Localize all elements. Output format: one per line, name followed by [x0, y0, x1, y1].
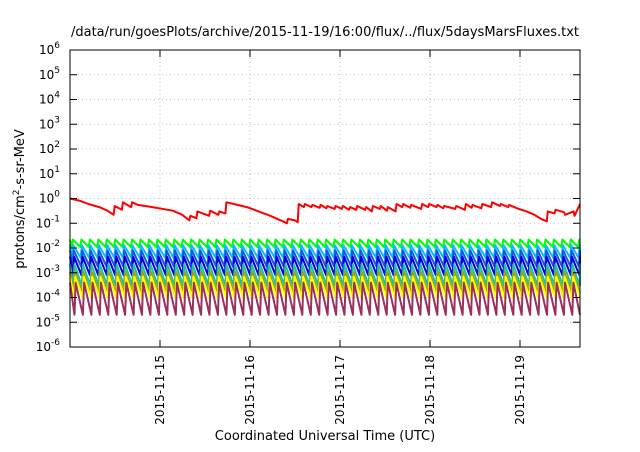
- y-axis-label: protons/cm2-s-sr-MeV: [12, 129, 28, 269]
- chart-title: /data/run/goesPlots/archive/2015-11-19/1…: [71, 25, 579, 40]
- y-tick-label: 10-1: [36, 214, 60, 230]
- y-tick-label: 10-4: [36, 289, 61, 305]
- y-tick-label: 10-2: [36, 239, 60, 255]
- y-tick-label: 10-5: [36, 313, 60, 329]
- y-tick-label: 10-3: [36, 264, 60, 280]
- series-line: [69, 281, 581, 316]
- x-tick-label: 2015-11-15: [153, 355, 167, 425]
- x-axis-label: Coordinated Universal Time (UTC): [215, 429, 435, 444]
- x-tick-label: 2015-11-18: [423, 355, 437, 425]
- series-line: [69, 270, 581, 295]
- series-line: [69, 238, 581, 248]
- x-tick-label: 2015-11-19: [513, 355, 527, 425]
- y-tick-label: 100: [39, 190, 60, 206]
- y-tick-label: 103: [39, 115, 60, 131]
- series-line: [69, 197, 581, 225]
- y-tick-label: 102: [39, 140, 60, 156]
- x-tick-label: 2015-11-16: [243, 355, 257, 425]
- y-tick-label: 104: [39, 91, 60, 107]
- ticks: 10-6 10-5 10-4 10-3 10-2 10-1 100 101 102 103 104 1…: [36, 41, 580, 425]
- y-tick-label: 105: [39, 66, 60, 82]
- series-layer: [69, 197, 581, 316]
- series-line: [69, 275, 581, 299]
- y-tick-label: 106: [39, 41, 60, 57]
- y-tick-label: 10-6: [36, 338, 61, 354]
- x-tick-label: 2015-11-17: [333, 355, 347, 425]
- y-tick-label: 101: [39, 165, 60, 181]
